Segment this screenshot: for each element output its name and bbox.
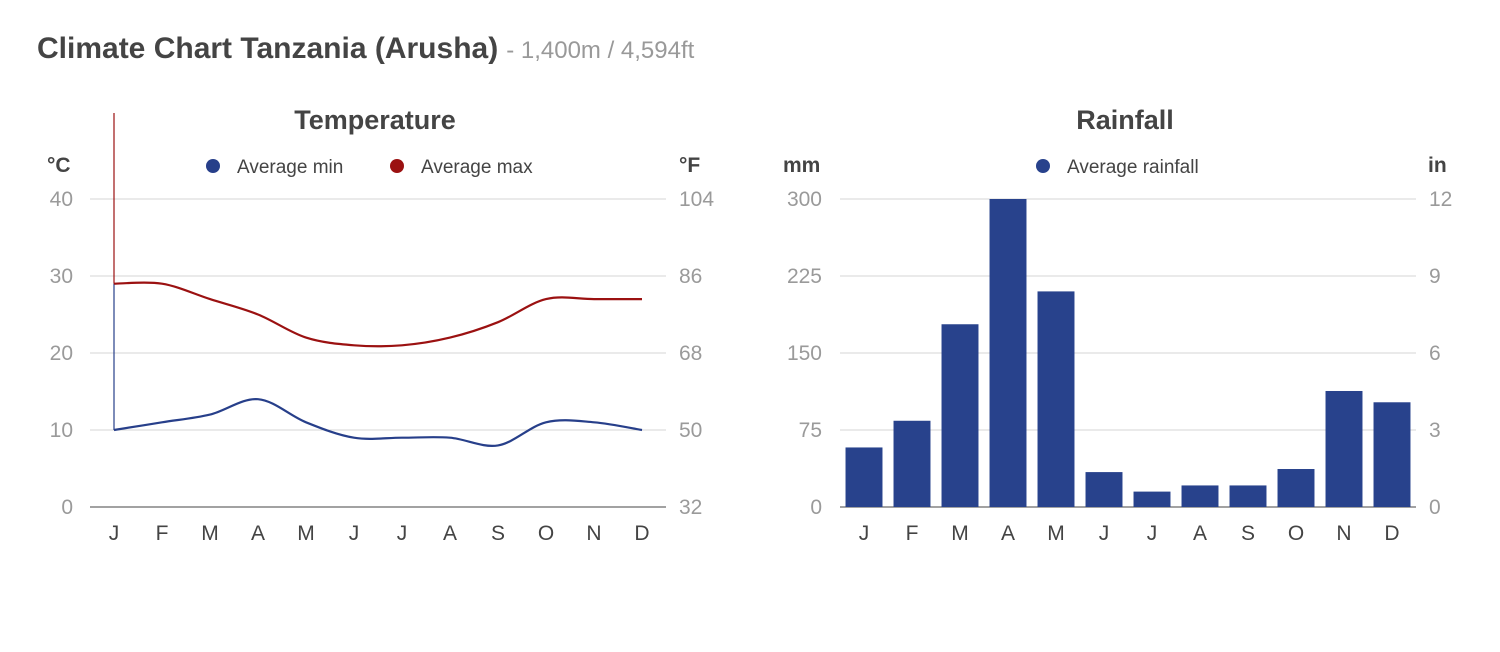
rainfall-bar xyxy=(845,447,883,507)
temperature-left-tick: 40 xyxy=(50,188,73,211)
temperature-left-tick: 30 xyxy=(50,265,73,288)
temperature-right-tick: 68 xyxy=(679,342,702,365)
legend-label-max: Average max xyxy=(421,157,533,178)
rainfall-month-label: F xyxy=(906,522,919,545)
temperature-right-tick: 104 xyxy=(679,188,714,211)
legend-label-min: Average min xyxy=(237,157,343,178)
rainfall-month-label: M xyxy=(951,522,969,545)
rainfall-month-label: N xyxy=(1336,522,1351,545)
temperature-month-label: J xyxy=(109,522,120,545)
average-min-line xyxy=(113,398,643,447)
temperature-month-label: O xyxy=(538,522,554,545)
rainfall-month-label: J xyxy=(1099,522,1110,545)
temperature-right-unit: °F xyxy=(679,154,700,177)
rainfall-month-label: J xyxy=(1147,522,1158,545)
rainfall-legend: Average rainfall xyxy=(1036,157,1199,178)
page-subtitle: - 1,400m / 4,594ft xyxy=(506,37,695,64)
rainfall-bar xyxy=(1037,291,1075,507)
temperature-right-tick: 32 xyxy=(679,496,702,519)
rainfall-bar xyxy=(1277,469,1315,507)
temperature-month-label: D xyxy=(634,522,649,545)
page-header: Climate Chart Tanzania (Arusha) - 1,400m … xyxy=(37,32,694,66)
temperature-right-tick: 86 xyxy=(679,265,702,288)
rainfall-bar xyxy=(941,324,979,507)
temperature-month-label: J xyxy=(397,522,408,545)
rainfall-bar xyxy=(1133,491,1171,507)
temperature-left-tick: 20 xyxy=(50,342,73,365)
legend-marker-rainfall xyxy=(1036,159,1050,173)
rainfall-left-tick: 225 xyxy=(787,265,822,288)
rainfall-bar xyxy=(989,199,1027,507)
legend-marker-min xyxy=(206,159,220,173)
rainfall-bar xyxy=(1325,390,1363,507)
legend-marker-max xyxy=(390,159,404,173)
legend-label-rainfall: Average rainfall xyxy=(1067,157,1199,178)
rainfall-left-tick: 150 xyxy=(787,342,822,365)
temperature-month-label: M xyxy=(201,522,219,545)
rainfall-month-label: S xyxy=(1241,522,1255,545)
rainfall-month-label: A xyxy=(1193,522,1207,545)
rainfall-month-label: O xyxy=(1288,522,1304,545)
temperature-month-label: A xyxy=(443,522,457,545)
temperature-plot: 0 32 10 50 20 68 30 86 40 104 J F M A M J J A S O N D xyxy=(50,113,714,545)
temperature-month-label: F xyxy=(156,522,169,545)
rainfall-month-label: J xyxy=(859,522,870,545)
rainfall-right-tick: 12 xyxy=(1429,188,1452,211)
rainfall-plot: 0 0 75 3 150 6 225 9 300 12 J F M A M J J A S O N D xyxy=(787,188,1452,545)
temperature-month-label: N xyxy=(586,522,601,545)
temperature-left-tick: 0 xyxy=(61,496,73,519)
rainfall-right-unit: in xyxy=(1428,154,1447,177)
temperature-month-label: M xyxy=(297,522,315,545)
page-title: Climate Chart Tanzania (Arusha) xyxy=(37,32,499,65)
temperature-left-tick: 10 xyxy=(50,419,73,442)
rainfall-bar xyxy=(1085,472,1123,507)
rainfall-right-tick: 3 xyxy=(1429,419,1441,442)
temperature-month-label: S xyxy=(491,522,505,545)
rainfall-left-tick: 0 xyxy=(810,496,822,519)
rainfall-left-tick: 300 xyxy=(787,188,822,211)
rainfall-right-tick: 9 xyxy=(1429,265,1441,288)
rainfall-month-label: A xyxy=(1001,522,1015,545)
rainfall-bar xyxy=(1181,485,1219,507)
rainfall-right-tick: 6 xyxy=(1429,342,1441,365)
rainfall-left-unit: mm xyxy=(783,154,820,177)
average-max-line xyxy=(113,281,642,348)
rainfall-month-label: M xyxy=(1047,522,1065,545)
rainfall-left-tick: 75 xyxy=(799,419,822,442)
temperature-chart-title: Temperature xyxy=(294,105,456,135)
rainfall-bar xyxy=(1229,485,1267,507)
temperature-month-label: A xyxy=(251,522,265,545)
rainfall-right-tick: 0 xyxy=(1429,496,1441,519)
rainfall-month-label: D xyxy=(1384,522,1399,545)
temperature-right-tick: 50 xyxy=(679,419,702,442)
temperature-month-label: J xyxy=(349,522,360,545)
temperature-left-unit: °C xyxy=(47,154,71,177)
rainfall-bar xyxy=(1373,402,1411,507)
temperature-legend: Average min Average max xyxy=(206,157,533,178)
rainfall-bar xyxy=(893,420,931,507)
rainfall-chart-title: Rainfall xyxy=(1076,105,1174,135)
